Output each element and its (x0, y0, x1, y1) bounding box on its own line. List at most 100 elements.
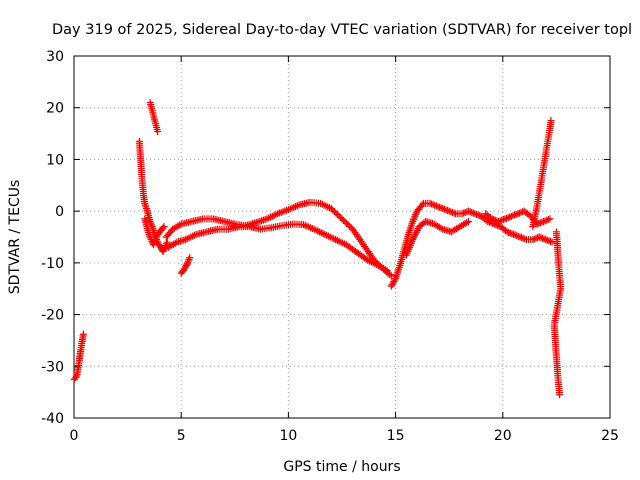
data-point (333, 210, 341, 218)
data-point (444, 206, 452, 214)
data-point (395, 265, 403, 273)
data-point (390, 277, 398, 285)
x-tick-label: 20 (494, 428, 512, 444)
data-point (536, 219, 544, 227)
data-point (518, 234, 526, 242)
data-point (149, 241, 157, 249)
data-point (340, 216, 348, 224)
data-point (405, 229, 413, 237)
x-tick-label: 25 (601, 428, 619, 444)
data-point (529, 236, 537, 244)
data-point (541, 217, 549, 225)
y-tick-label: 20 (46, 101, 64, 117)
data-point (407, 223, 415, 231)
data-point (412, 211, 420, 219)
data-point (506, 213, 514, 221)
data-point (171, 239, 179, 247)
series-seg-dropA (135, 137, 171, 255)
data-point (186, 254, 194, 262)
data-point (464, 217, 472, 225)
data-point (490, 216, 498, 224)
data-point (498, 216, 506, 224)
data-point (146, 232, 154, 240)
data-point (535, 233, 543, 241)
data-point (79, 330, 87, 338)
y-tick-label: 30 (46, 49, 64, 65)
data-point (327, 205, 335, 213)
data-point (516, 233, 524, 241)
data-point (491, 216, 499, 224)
data-point (387, 282, 395, 290)
data-point (484, 217, 492, 225)
data-point (440, 205, 448, 213)
data-point (256, 217, 264, 225)
data-point (503, 214, 511, 222)
data-point (432, 202, 440, 210)
axis-ticks: 0 5 10 15 20 25 -40 -30 -20 -10 0 10 20 30 (41, 49, 619, 444)
data-point (496, 217, 504, 225)
data-point (386, 270, 394, 278)
data-point (406, 225, 414, 233)
data-point (336, 213, 344, 221)
data-point (409, 216, 417, 224)
data-point (461, 208, 469, 216)
series-seg-spike (146, 99, 162, 136)
data-point (519, 234, 527, 242)
data-point (160, 245, 168, 253)
data-point (521, 235, 529, 243)
data-point (146, 217, 154, 225)
data-point (532, 234, 540, 242)
data-point (391, 276, 399, 284)
data-point (538, 218, 546, 226)
data-point (72, 372, 80, 380)
data-point (547, 238, 555, 246)
data-point (488, 215, 496, 223)
series-night-band (477, 212, 556, 246)
grid (74, 56, 610, 418)
data-point (411, 212, 419, 220)
data-point (329, 206, 337, 214)
data-point (426, 199, 434, 207)
data-point (474, 211, 482, 219)
data-point (445, 207, 453, 215)
data-point (428, 200, 436, 208)
data-point (160, 223, 168, 231)
data-point (447, 208, 455, 216)
data-point (545, 237, 553, 245)
data-point (442, 206, 450, 214)
data-point (507, 212, 515, 220)
data-point (344, 221, 352, 229)
data-point (383, 267, 391, 275)
series-evening-rise (387, 199, 485, 290)
series-seg-dropB (141, 215, 168, 249)
data-point (150, 239, 158, 247)
data-point (389, 279, 397, 287)
data-point (434, 203, 442, 211)
data-point (546, 215, 554, 223)
data-point (437, 204, 445, 212)
y-tick-label: 0 (55, 204, 64, 220)
data-point (388, 281, 396, 289)
data-point (512, 210, 520, 218)
data-point (448, 208, 456, 216)
data-point (410, 214, 418, 222)
series-late-drop (550, 228, 565, 399)
data-point (509, 212, 517, 220)
data-point (183, 260, 191, 268)
x-tick-label: 0 (70, 428, 79, 444)
data-point (464, 207, 472, 215)
data-point (503, 228, 511, 236)
data-point (418, 201, 426, 209)
data-point (335, 212, 343, 220)
data-point (508, 230, 516, 238)
plot-frame (73, 55, 611, 419)
data-point (471, 210, 479, 218)
data-point (439, 205, 447, 213)
data-point (437, 224, 445, 232)
data-point (501, 215, 509, 223)
data-point (254, 218, 262, 226)
data-point (387, 272, 395, 280)
data-point (543, 236, 551, 244)
data-point (469, 209, 477, 217)
